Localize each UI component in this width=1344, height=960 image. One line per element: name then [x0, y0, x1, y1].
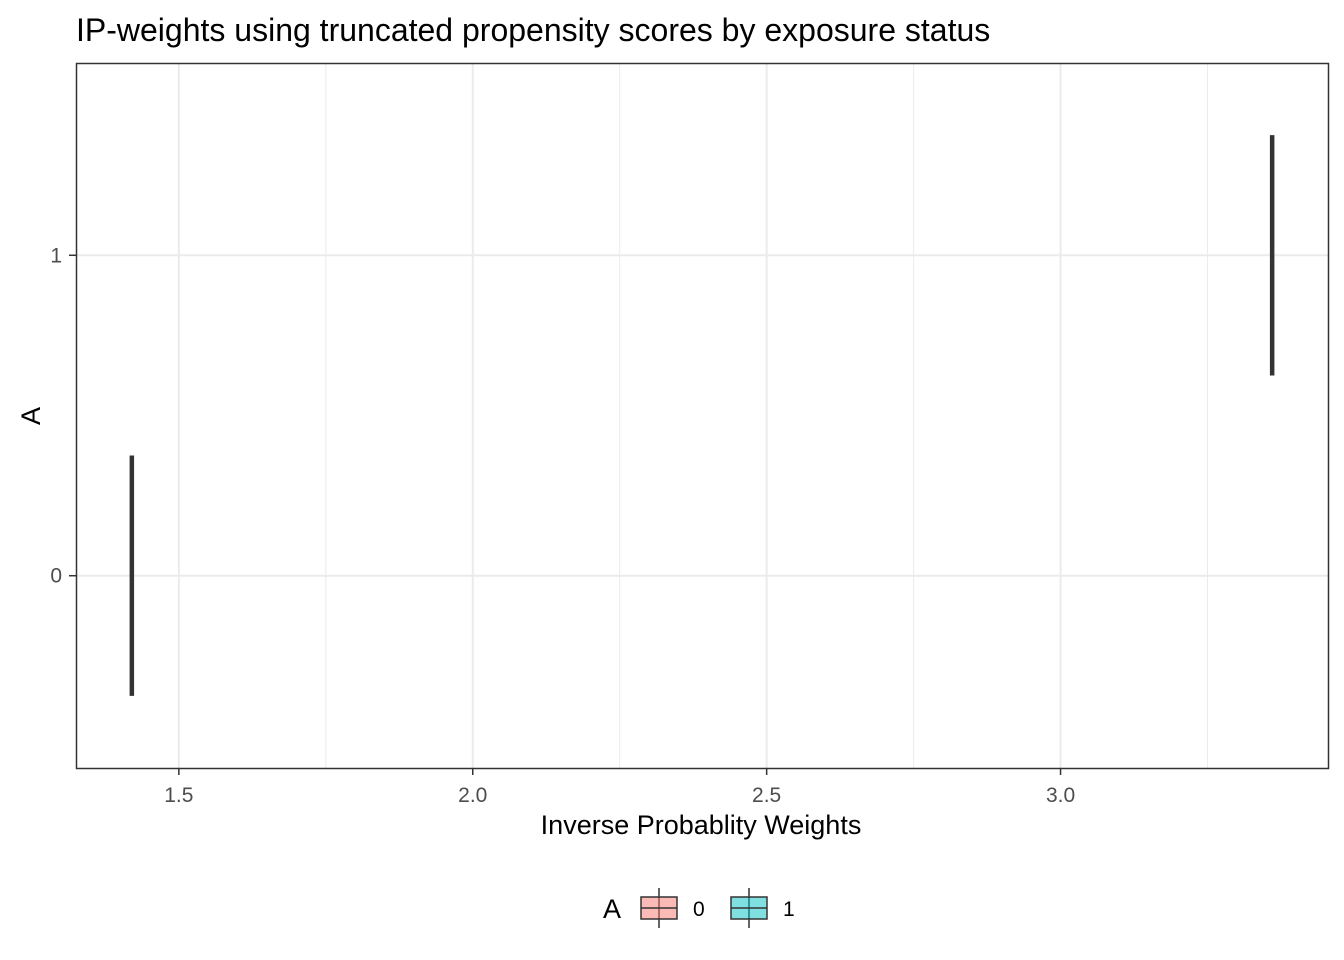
x-axis: 1.5 2.0 2.5 3.0	[164, 768, 1075, 807]
legend-item-1: 1	[730, 888, 795, 928]
y-tick-label: 1	[50, 244, 62, 267]
chart-title: IP-weights using truncated propensity sc…	[76, 12, 990, 48]
x-axis-title: Inverse Probablity Weights	[541, 810, 862, 840]
legend-item-0: 0	[640, 888, 705, 928]
grid-major	[76, 63, 1328, 768]
panel-border	[75, 62, 1330, 770]
y-axis-title: A	[16, 407, 46, 425]
y-tick-label: 0	[50, 565, 62, 588]
legend-title: A	[603, 894, 621, 924]
legend: A 0 1	[603, 888, 795, 928]
x-tick-label: 2.5	[752, 784, 781, 807]
legend-label: 0	[693, 898, 705, 921]
y-axis: 01	[50, 244, 76, 588]
x-tick-label: 2.0	[458, 784, 487, 807]
x-tick-label: 3.0	[1046, 784, 1075, 807]
legend-label: 1	[783, 898, 795, 921]
boxplots	[129, 135, 1275, 696]
grid-minor	[325, 63, 1209, 768]
x-tick-label: 1.5	[164, 784, 193, 807]
